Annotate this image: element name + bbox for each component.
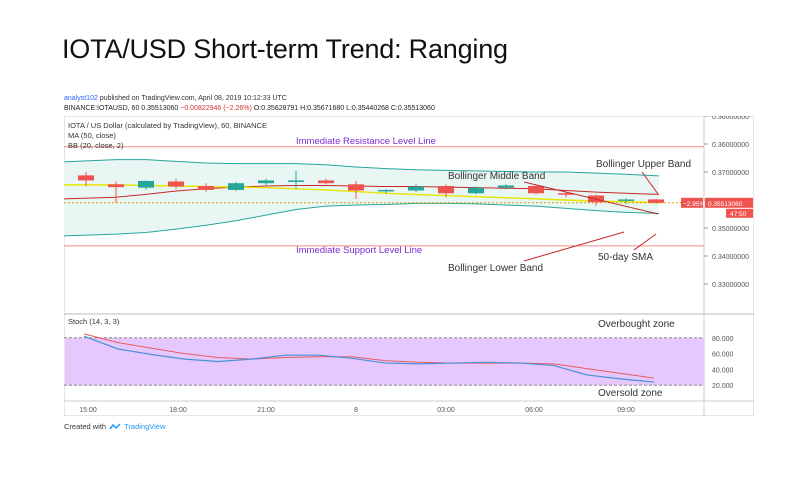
change-badge-label: −2.95% — [683, 201, 705, 208]
bollinger-middle-line — [63, 184, 660, 200]
time-badge — [726, 208, 753, 218]
time-tick-label: 8 — [354, 407, 358, 414]
legend-symbol: IOTA / US Dollar (calculated by TradingV… — [68, 121, 267, 130]
created-with-label: Created with — [64, 422, 107, 431]
time-tick-label: 15:00 — [79, 407, 97, 414]
candle-body — [318, 180, 334, 184]
candle-body — [498, 185, 514, 188]
stoch-tick-label: 20.000 — [712, 383, 734, 390]
low-value: L:0.35440268 — [346, 105, 389, 112]
bollinger-lower-line — [63, 202, 660, 237]
author-link[interactable]: analyst102 — [64, 95, 98, 102]
annotation-oversold: Oversold zone — [598, 388, 663, 399]
stoch-tick-label: 40.000 — [712, 367, 734, 374]
symbol-info: BINANCE:IOTAUSD, 60 0.35513060 −0.008229… — [64, 105, 435, 112]
annotation-overbought: Overbought zone — [598, 319, 675, 330]
candle-body — [78, 175, 94, 181]
stoch-fill — [65, 337, 704, 386]
time-tick-label: 06:00 — [525, 407, 543, 414]
stoch-label: Stoch (14, 3, 3) — [68, 317, 120, 326]
stoch-d-line — [83, 333, 655, 379]
candle-body — [408, 186, 424, 191]
high-value: H:0.35671680 — [300, 105, 345, 112]
candle-body — [438, 186, 454, 194]
change-badge — [681, 197, 703, 208]
arrow-lower — [523, 231, 625, 262]
last-price-badge-label: 0.35513060 — [708, 201, 743, 208]
legend-bb: BB (20, close, 2) — [68, 141, 124, 150]
candle-body — [528, 186, 544, 194]
annotation-lower: Bollinger Lower Band — [448, 263, 543, 274]
candle-body — [378, 189, 394, 192]
price-change: −0.00822946 (−2.26%) — [180, 105, 252, 112]
annotation-upper: Bollinger Upper Band — [596, 159, 691, 170]
candle-body — [618, 199, 634, 201]
candle-body — [348, 184, 364, 191]
candle-body — [228, 183, 244, 190]
time-tick-label: 09:00 — [617, 407, 635, 414]
last-price-badge — [705, 197, 753, 208]
page-title: IOTA/USD Short-term Trend: Ranging — [62, 34, 508, 64]
tradingview-brand[interactable]: TradingView — [124, 422, 166, 431]
close-value: C:0.35513060 — [390, 105, 435, 112]
annotation-sma: 50-day SMA — [598, 252, 653, 263]
footer: Created with TradingView — [64, 422, 165, 431]
arrow-upper — [641, 171, 659, 195]
resistance-label: Immediate Resistance Level Line — [296, 136, 436, 147]
price-tick-label: 0.36000000 — [712, 142, 749, 149]
candle-body — [138, 180, 154, 188]
price-tick-label: 0.35000000 — [712, 226, 749, 233]
candle-body — [468, 187, 484, 194]
time-tick-label: 18:00 — [169, 407, 187, 414]
chart-svg[interactable]: 0.360000000.360000000.370000000.36000000… — [63, 114, 755, 417]
legend-ma: MA (50, close) — [68, 131, 116, 140]
candle-body — [258, 180, 274, 184]
bollinger-upper-line — [63, 159, 660, 177]
candle-body — [108, 184, 124, 188]
publish-info: analyst102 published on TradingView.com,… — [64, 95, 287, 102]
price-tick-label: 0.34000000 — [712, 254, 749, 261]
price-tick-label: 0.37000000 — [712, 170, 749, 177]
candle-body — [168, 181, 184, 187]
stoch-tick-label: 60.000 — [712, 352, 734, 359]
candle-body — [558, 193, 574, 195]
arrow-middle — [523, 181, 659, 215]
candle-body — [648, 199, 664, 203]
stoch-tick-label: 80.000 — [712, 336, 734, 343]
tradingview-logo-icon — [109, 422, 121, 429]
time-tick-label: 03:00 — [437, 407, 455, 414]
time-badge-label: 47:50 — [730, 211, 747, 218]
support-label: Immediate Support Level Line — [296, 245, 422, 256]
arrow-sma — [633, 233, 657, 251]
symbol-name: BINANCE:IOTAUSD, 60 — [64, 105, 140, 112]
open-value: O:0.35628791 — [253, 105, 299, 112]
chart-container[interactable]: 0.360000000.360000000.370000000.36000000… — [63, 114, 755, 417]
stoch-k-line — [83, 335, 655, 383]
time-tick-label: 21:00 — [257, 407, 275, 414]
candle-body — [198, 186, 214, 190]
candle-body — [288, 180, 304, 182]
price-tick-label: 0.36000000 — [712, 116, 749, 121]
price-tick-label: 0.33000000 — [712, 282, 749, 289]
bollinger-band-fill — [64, 159, 659, 236]
last-price: 0.35513060 — [141, 105, 179, 112]
annotation-middle: Bollinger Middle Band — [448, 171, 545, 182]
publish-date: published on TradingView.com, April 08, … — [99, 95, 287, 102]
